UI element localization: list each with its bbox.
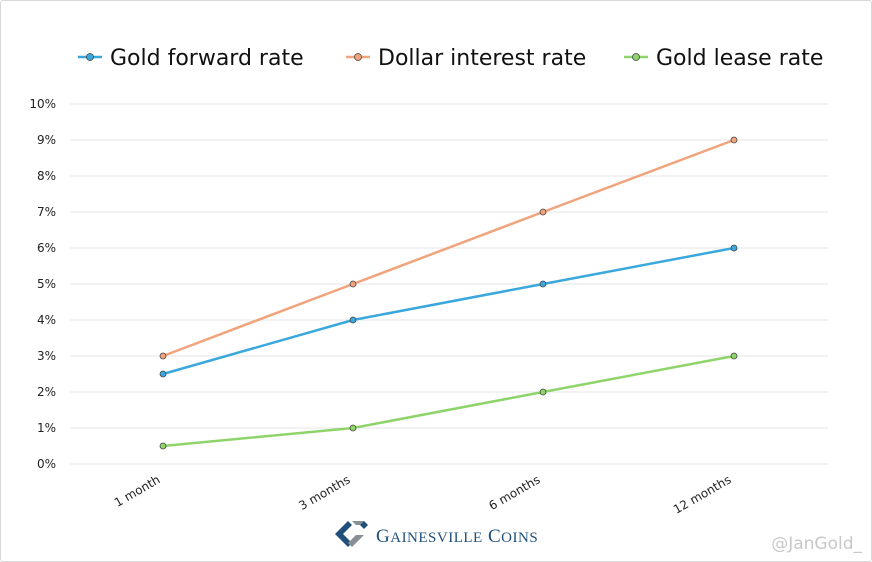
series-line: [162, 138, 735, 358]
y-tick-label: 7%: [37, 205, 56, 219]
series-dollar-interest-rate: [159, 136, 738, 360]
y-tick-label: 0%: [37, 457, 56, 471]
watermark: @JanGold_: [771, 534, 862, 554]
y-tick-label: 10%: [29, 97, 56, 111]
data-point: [349, 280, 357, 288]
data-point: [159, 352, 167, 360]
data-point: [349, 316, 357, 324]
y-tick-label: 8%: [37, 169, 56, 183]
data-point: [539, 388, 547, 396]
y-tick-label: 4%: [37, 313, 56, 327]
x-tick-label: 1 month: [112, 472, 163, 509]
data-point: [539, 280, 547, 288]
data-point: [159, 442, 167, 450]
x-tick-label: 3 months: [296, 472, 352, 512]
legend-item: Dollar interest rate: [346, 46, 586, 71]
legend-marker: [86, 53, 94, 61]
gainesville-coins-logo: GAINESVILLE COINS: [335, 521, 538, 547]
series-line: [162, 246, 735, 376]
data-point: [730, 352, 738, 360]
data-point: [539, 208, 547, 216]
legend-label: Gold forward rate: [110, 46, 304, 71]
legend-label: Dollar interest rate: [378, 46, 586, 71]
series-gold-forward-rate: [159, 244, 738, 378]
series-gold-lease-rate: [159, 352, 738, 450]
legend-label: Gold lease rate: [656, 46, 823, 71]
y-tick-label: 3%: [37, 349, 56, 363]
brand-name: GAINESVILLE COINS: [376, 526, 538, 547]
x-tick-label: 12 months: [671, 472, 734, 516]
x-tick-label: 6 months: [486, 472, 542, 512]
data-point: [730, 244, 738, 252]
series-line: [162, 354, 735, 448]
y-tick-label: 6%: [37, 241, 56, 255]
y-tick-label: 1%: [37, 421, 56, 435]
legend-marker: [632, 53, 640, 61]
legend-item: Gold lease rate: [624, 46, 823, 71]
data-point: [159, 370, 167, 378]
legend-item: Gold forward rate: [78, 46, 304, 71]
y-tick-label: 2%: [37, 385, 56, 399]
data-point: [349, 424, 357, 432]
y-tick-label: 5%: [37, 277, 56, 291]
y-tick-label: 9%: [37, 133, 56, 147]
legend-marker: [354, 53, 362, 61]
data-point: [730, 136, 738, 144]
